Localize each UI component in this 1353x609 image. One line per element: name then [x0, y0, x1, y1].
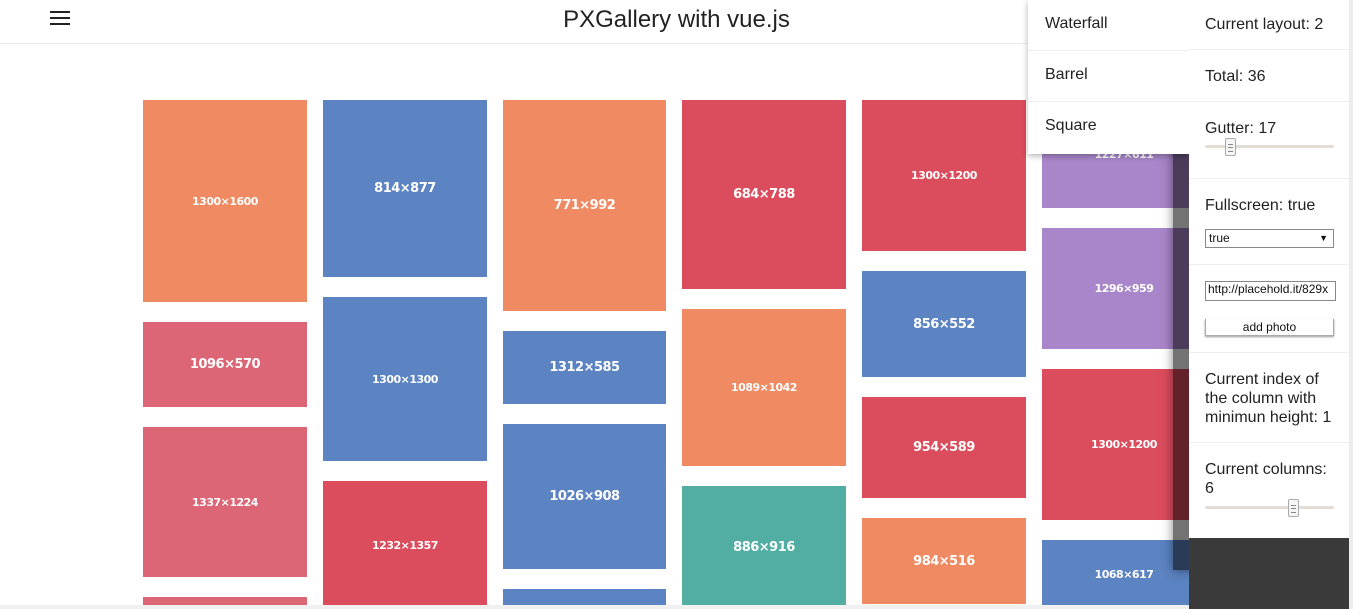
photo-size-label: 1337×1224 [192, 495, 258, 509]
columns-slider-thumb[interactable] [1288, 499, 1299, 517]
photo-tile[interactable]: 886×916 [682, 486, 846, 609]
photo-size-label: 1300×1600 [192, 194, 258, 208]
layout-option-barrel[interactable]: Barrel [1028, 51, 1189, 102]
photo-size-label: 1089×1042 [731, 381, 797, 394]
add-photo-section: http://placehold.it/829x add photo [1189, 265, 1349, 353]
photo-tile[interactable]: 1337×1224 [143, 427, 307, 577]
photo-size-label: 1296×959 [1094, 282, 1154, 295]
photo-size-label: 1232×1357 [372, 538, 438, 552]
photo-size-label: 771×992 [553, 198, 616, 213]
photo-tile[interactable]: 1232×1357 [323, 481, 487, 609]
photo-size-label: 856×552 [913, 316, 975, 332]
photo-size-label: 1096×570 [189, 357, 261, 372]
fullscreen-text: Fullscreen: true [1205, 197, 1316, 214]
photo-size-label: 1068×617 [1094, 568, 1154, 581]
photo-tile[interactable]: 814×877 [323, 100, 487, 277]
photo-size-label: 684×788 [733, 187, 795, 202]
photo-size-label: 1312×585 [549, 360, 620, 375]
photo-size-label: 886×916 [733, 540, 795, 555]
photo-tile[interactable] [503, 589, 666, 609]
photo-tile[interactable]: 1312×585 [503, 331, 666, 404]
photo-tile[interactable]: 771×992 [503, 100, 666, 311]
scrollbar[interactable] [1349, 0, 1353, 609]
photo-tile[interactable]: 1089×1042 [682, 309, 846, 466]
photo-tile[interactable]: 1096×570 [143, 322, 307, 407]
min-column-section: Current index of the column with minimun… [1189, 353, 1349, 443]
fullscreen-select-value: true [1209, 231, 1230, 245]
add-photo-button[interactable]: add photo [1205, 319, 1334, 336]
dropdown-arrow-icon: ▼ [1319, 233, 1328, 243]
photo-size-label: 954×589 [913, 440, 975, 455]
photo-tile[interactable]: 984×516 [862, 518, 1026, 604]
settings-panel: Current layout: 2 Total: 36 Gutter: 17 F… [1189, 0, 1349, 538]
hamburger-menu-icon[interactable] [50, 11, 70, 27]
photo-url-input[interactable]: http://placehold.it/829x [1205, 281, 1336, 301]
photo-tile[interactable]: 1300×1300 [323, 297, 487, 461]
page-title: PXGallery with vue.js [563, 6, 790, 33]
total-text: Total: 36 [1205, 68, 1266, 85]
page-bottom-edge [0, 605, 1189, 609]
current-layout-section: Current layout: 2 [1189, 0, 1349, 50]
photo-tile[interactable]: 1026×908 [503, 424, 666, 569]
total-section: Total: 36 [1189, 50, 1349, 102]
photo-size-label: 1300×1200 [911, 169, 977, 182]
current-layout-text: Current layout: 2 [1205, 16, 1324, 33]
photo-tile[interactable]: 954×589 [862, 397, 1026, 498]
fullscreen-section: Fullscreen: true true ▼ [1189, 179, 1349, 265]
panel-footer [1189, 538, 1349, 609]
layout-menu: Waterfall Barrel Square [1028, 0, 1189, 154]
columns-slider[interactable] [1205, 499, 1334, 517]
layout-option-square[interactable]: Square [1045, 117, 1097, 134]
fullscreen-select[interactable]: true ▼ [1205, 229, 1334, 248]
photo-size-label: 814×877 [374, 181, 436, 196]
photo-size-label: 984×516 [913, 553, 975, 569]
photo-size-label: 1300×1300 [372, 372, 438, 386]
columns-text: Current columns: 6 [1205, 461, 1327, 497]
columns-slider-track [1205, 506, 1334, 509]
gutter-slider[interactable] [1205, 138, 1334, 156]
photo-tile[interactable]: 684×788 [682, 100, 846, 289]
gutter-slider-thumb[interactable] [1225, 138, 1236, 156]
min-column-text: Current index of the column with minimun… [1205, 371, 1332, 426]
photo-size-label: 1026×908 [549, 489, 620, 504]
layout-option-waterfall[interactable]: Waterfall [1028, 0, 1189, 51]
columns-section: Current columns: 6 [1189, 443, 1349, 538]
gutter-text: Gutter: 17 [1205, 120, 1277, 137]
photo-size-label: 1300×1200 [1091, 438, 1157, 451]
photo-tile[interactable]: 1300×1600 [143, 100, 307, 302]
photo-tile[interactable]: 856×552 [862, 271, 1026, 377]
gutter-slider-track [1205, 145, 1334, 148]
photo-tile[interactable]: 1300×1200 [862, 100, 1026, 251]
gutter-section: Gutter: 17 [1189, 102, 1349, 179]
